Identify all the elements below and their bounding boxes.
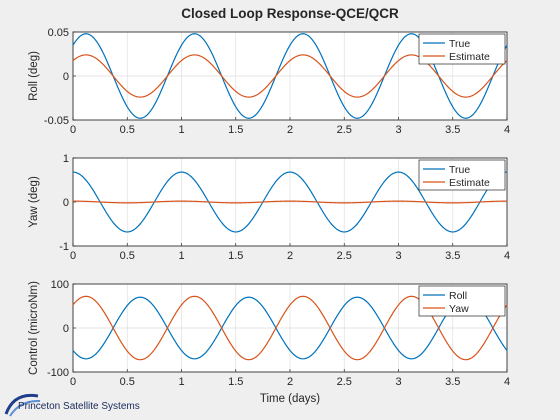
y-tick-label: 0 <box>63 71 69 83</box>
y-tick-label: 100 <box>51 279 69 291</box>
x-tick-label: 0.5 <box>120 376 135 388</box>
x-tick-label: 3 <box>395 376 401 388</box>
x-tick-label: 0 <box>70 250 76 262</box>
legend-label: Estimate <box>449 177 490 189</box>
x-tick-label: 0.5 <box>120 250 135 262</box>
y-tick-label: -1 <box>59 241 69 253</box>
x-tick-label: 2 <box>287 124 293 136</box>
x-tick-label: 2 <box>287 376 293 388</box>
x-tick-label: 4 <box>504 376 510 388</box>
y-axis-label: Yaw (deg) <box>28 176 40 228</box>
legend-label: Yaw <box>449 303 469 315</box>
x-tick-label: 3.5 <box>445 250 460 262</box>
x-axis-label: Time (days) <box>260 393 320 405</box>
x-tick-label: 3 <box>395 250 401 262</box>
y-tick-label: 1 <box>63 153 69 165</box>
x-tick-label: 2 <box>287 250 293 262</box>
x-tick-label: 4 <box>504 250 510 262</box>
legend-label: True <box>449 38 470 50</box>
y-axis-label: Roll (deg) <box>28 51 40 101</box>
chart-title: Closed Loop Response-QCE/QCR <box>181 6 399 21</box>
y-tick-label: -100 <box>47 367 69 379</box>
x-tick-label: 0.5 <box>120 124 135 136</box>
x-tick-label: 4 <box>504 124 510 136</box>
y-axis-label: Control (microNm) <box>28 281 40 375</box>
y-tick-label: 0 <box>63 197 69 209</box>
y-tick-label: 0.05 <box>48 27 69 39</box>
x-tick-label: 3.5 <box>445 124 460 136</box>
legend-label: Estimate <box>449 51 490 63</box>
x-tick-label: 1 <box>178 250 184 262</box>
x-tick-label: 1.5 <box>228 250 243 262</box>
x-tick-label: 1.5 <box>228 124 243 136</box>
legend-label: True <box>449 164 470 176</box>
x-tick-label: 1 <box>178 124 184 136</box>
legend-label: Roll <box>449 290 467 302</box>
x-tick-label: 2.5 <box>337 376 352 388</box>
x-tick-label: 1.5 <box>228 376 243 388</box>
x-tick-label: 0 <box>70 124 76 136</box>
y-tick-label: 0 <box>63 323 69 335</box>
x-tick-label: 3.5 <box>445 376 460 388</box>
x-tick-label: 2.5 <box>337 250 352 262</box>
x-tick-label: 3 <box>395 124 401 136</box>
x-tick-label: 2.5 <box>337 124 352 136</box>
footer-logo: Princeton Satellite Systems <box>18 401 140 412</box>
y-tick-label: -0.05 <box>44 115 69 127</box>
x-tick-label: 0 <box>70 376 76 388</box>
x-tick-label: 1 <box>178 376 184 388</box>
